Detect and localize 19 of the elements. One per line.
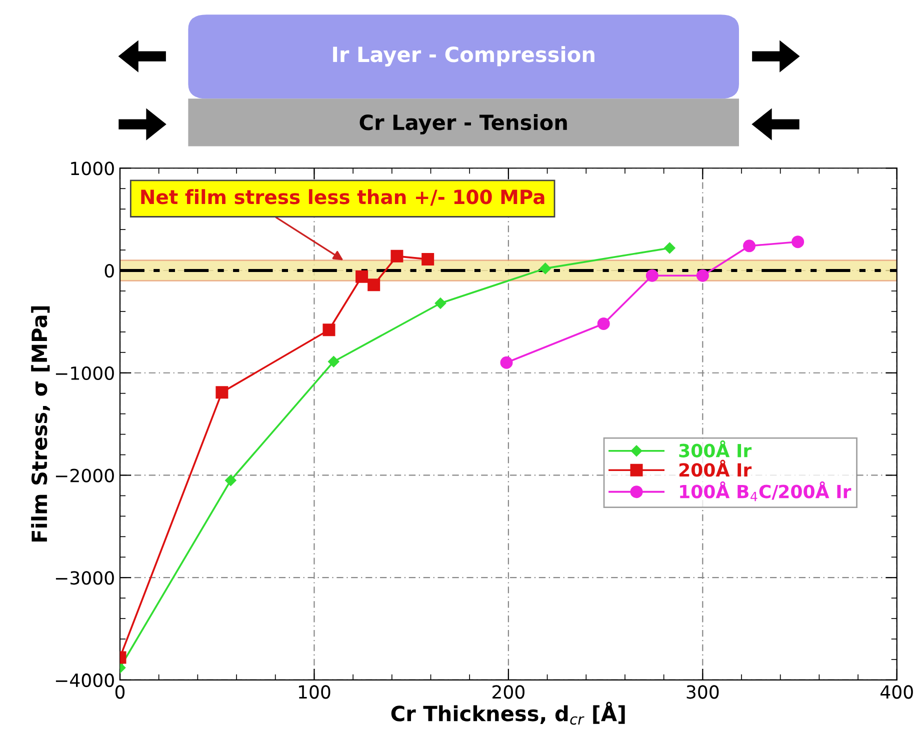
legend-label: 200Å Ir [679,460,752,477]
x-axis-title: Cr Thickness, d$_{cr}$ [Å] [391,702,625,725]
legend-label: 100Å B$_{4}$C/200Å Ir [680,481,852,502]
x-tick-label: 300 [686,685,719,699]
legend-label: 300Å Ir [679,440,752,458]
text: Cr Layer - Tension [360,114,567,134]
y-tick-label: 0 [104,264,114,278]
x-tick-label: 0 [115,685,125,699]
x-tick-label: 400 [880,685,913,699]
x-tick-label: 200 [492,685,524,699]
y-axis-title: Film Stress, σ [MPa] [31,306,50,542]
y-tick-label: −1000 [56,366,114,380]
x-tick-label: 100 [298,685,330,699]
y-tick-label: 1000 [71,162,114,176]
text: Ir Layer - Compression [333,46,594,66]
y-tick-label: −4000 [56,673,114,688]
y-tick-label: −2000 [56,468,114,482]
annotation: Net film stress less than +/- 100 MPa [141,189,544,206]
y-tick-label: −3000 [56,571,114,585]
